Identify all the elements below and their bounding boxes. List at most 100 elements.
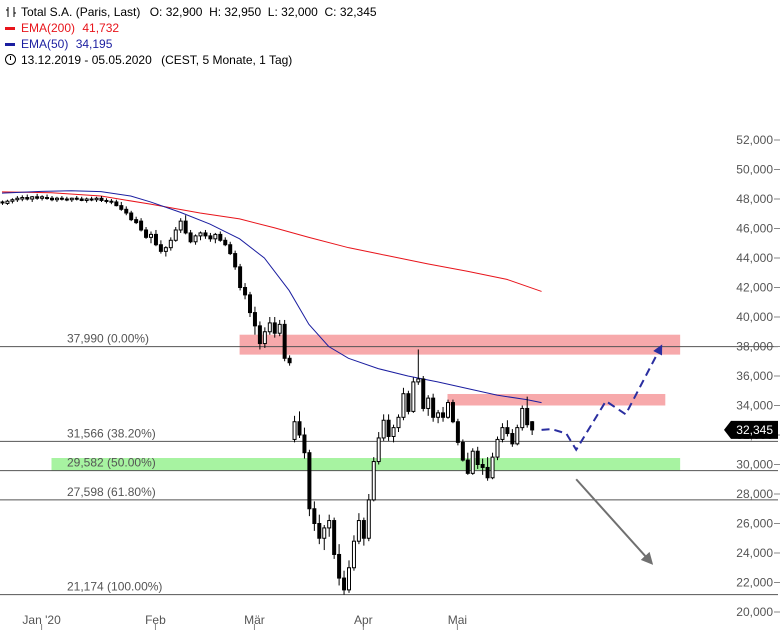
last-price-tag: 32,345 [724,420,778,439]
candle-body [149,233,153,238]
candle-body [337,553,342,579]
candle-body [45,197,50,200]
y-tick-label: 48,000 [736,192,773,206]
candle [302,427,307,459]
y-tick-label: 28,000 [736,487,773,501]
candle [391,424,396,443]
y-tick-label: 46,000 [736,222,773,236]
candle [243,283,248,300]
candle-body [257,325,262,345]
candle-body [94,197,99,201]
candle-body [69,197,74,201]
fibonacci-lines-layer: 37,990 (0.00%) 31,566 (38.20%) 29,582 (50.… [0,332,778,596]
legend-range: 13.12.2019 - 05.05.2020 [21,53,152,67]
candle-body [371,461,376,501]
candle [149,231,153,244]
y-tick-label: 52,000 [736,133,773,147]
candle [79,196,84,202]
legend-symbol: Total S.A. (Paris, Last) [21,5,141,19]
candle [431,393,436,422]
resistance-zone-1 [447,393,666,406]
bearish-scenario-arrow [575,478,654,565]
candle [40,195,45,201]
candle-body [450,402,455,423]
candle-body [173,229,178,241]
candle [74,196,79,201]
candle [421,376,426,412]
candle [460,439,465,462]
y-tick-label: 42,000 [736,281,773,295]
y-tick-label: 44,000 [736,251,773,265]
candle [272,317,277,338]
candle [500,423,505,443]
ema50-line [1,190,542,404]
legend-ema50-value: 34,195 [75,37,113,51]
candle-body [446,402,450,418]
candle [312,501,317,531]
y-tick-label: 38,000 [736,340,773,354]
candle-body [0,201,5,204]
ema200-swatch [5,27,15,31]
candle [35,193,40,200]
x-tick-label: Apr [354,613,373,627]
candle-body [40,196,45,199]
candle-body [25,197,30,200]
legend-symbol-row: Total S.A. (Paris, Last) O: 32,900 H: 32… [5,4,377,20]
candle-body [317,523,322,539]
candle-body [89,198,94,201]
candle [530,420,535,435]
candle [465,452,470,475]
candle [208,232,213,242]
candle [129,210,134,222]
candle [25,194,30,201]
candle [267,317,272,335]
candle-body [243,287,248,296]
candle [282,319,287,362]
candle [446,399,450,419]
candle [515,424,520,446]
candle-body [391,427,396,437]
candle [356,513,361,545]
y-tick-label: 22,000 [736,576,773,590]
candle [371,457,376,502]
candle-body [347,567,351,591]
candle-body [416,378,421,383]
legend-ema200-value: 41,732 [82,21,120,35]
candle-body [188,232,193,243]
candle [50,196,54,202]
ema50-swatch [5,43,15,47]
candle-body [208,235,213,240]
candle [94,196,99,202]
candle [426,395,431,416]
legend-period: (CEST, 5 Monate, 1 Tag) [161,53,293,67]
candle-body [114,201,119,207]
x-tick-label: Jan '20 [22,613,61,627]
candle-body [277,323,282,334]
candle-body [307,452,312,510]
candle-body [218,233,223,241]
candle-body [139,220,144,231]
candle-body [79,198,84,201]
x-tick-label: Mär [244,613,265,627]
candle-body [302,434,307,454]
candle-body [163,247,168,252]
candle [262,327,267,348]
candle-body [64,198,69,201]
fib-label-4: 21,174 (100.00%) [67,580,162,594]
candle-body [441,412,446,418]
candle [436,409,441,424]
candle [277,319,282,337]
candle [183,215,188,235]
candle [411,377,416,413]
candle [104,198,109,204]
candle [15,196,20,202]
candle-body [30,196,35,200]
candle [134,216,139,225]
candle-body [109,200,114,203]
candle-body [356,520,361,542]
resistance-zone-0 [239,334,681,355]
candle [10,198,15,204]
candle [475,446,480,469]
legend-ohlc: O: 32,900 H: 32,950 L: 32,000 C: 32,345 [149,5,377,19]
candle [89,196,94,202]
